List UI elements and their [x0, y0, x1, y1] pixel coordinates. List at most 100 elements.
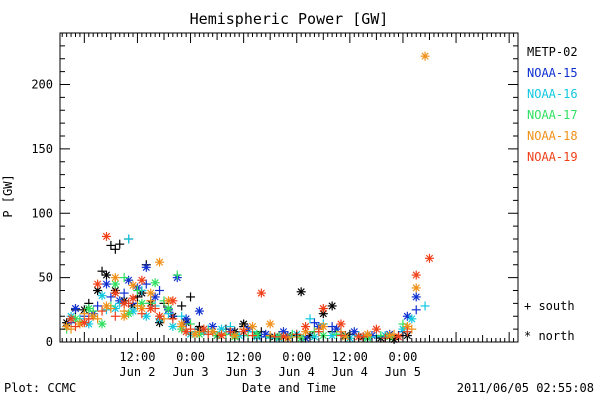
noaa-19-north-point: [199, 324, 209, 334]
x-tick-date-label: Jun 5: [385, 365, 421, 379]
noaa-19-north-point: [301, 322, 311, 332]
noaa-18-south-point: [79, 309, 89, 319]
noaa-15-north-point: [194, 306, 204, 316]
legend-item-noaa-18: NOAA-18: [527, 129, 578, 143]
noaa-19-north-point: [128, 293, 138, 303]
noaa-15-south-point: [309, 318, 319, 328]
noaa-17-south-point: [172, 270, 182, 280]
x-tick-time-label: 0:00: [282, 350, 311, 364]
chart-title: Hemispheric Power [GW]: [190, 10, 389, 28]
x-tick-time-label: 0:00: [176, 350, 205, 364]
legend-item-noaa-16: NOAA-16: [527, 87, 578, 101]
noaa-19-north-point: [137, 275, 147, 285]
noaa-18-north-point: [110, 273, 120, 283]
legend: METP-02 NOAA-15 NOAA-16 NOAA-17 NOAA-18 NOAA-…: [524, 45, 578, 343]
noaa-17-north-point: [97, 319, 107, 329]
noaa-19-north-point: [181, 327, 191, 337]
noaa-18-north-point: [101, 301, 111, 311]
noaa-18-north-point: [411, 283, 421, 293]
noaa-18-north-point: [62, 322, 72, 332]
legend-item-noaa-15: NOAA-15: [527, 66, 578, 80]
noaa-17-north-point: [84, 304, 94, 314]
noaa-19-north-point: [256, 288, 266, 298]
noaa-19-north-point: [278, 332, 288, 342]
noaa-19-south-point: [168, 314, 178, 324]
noaa-15-north-point: [141, 262, 151, 272]
timestamp: 2011/06/05 02:55:08: [457, 381, 594, 395]
noaa-19-north-point: [146, 304, 156, 314]
x-tick-time-label: 12:00: [119, 350, 155, 364]
noaa-19-north-point: [101, 231, 111, 241]
noaa-15-south-point: [93, 301, 103, 311]
noaa-18-south-point: [146, 296, 156, 306]
noaa-19-south-point: [110, 311, 120, 321]
noaa-19-north-point: [119, 298, 129, 308]
noaa-19-south-point: [84, 314, 94, 324]
legend-marker-plus: + south: [524, 299, 575, 313]
noaa-18-north-point: [318, 322, 328, 332]
noaa-18-north-point: [247, 322, 257, 332]
legend-item-metp-02: METP-02: [527, 45, 578, 59]
noaa-19-north-point: [411, 270, 421, 280]
metp-02-north-point: [101, 270, 111, 280]
metp-02-south-point: [97, 266, 107, 276]
metp-02-north-point: [327, 301, 337, 311]
noaa-15-south-point: [141, 279, 151, 289]
plot-area: [62, 51, 434, 344]
noaa-15-south-point: [411, 305, 421, 315]
x-tick-date-label: Jun 4: [279, 365, 315, 379]
noaa-15-south-point: [155, 286, 165, 295]
x-tick-date-label: Jun 3: [226, 365, 262, 379]
noaa-15-north-point: [101, 279, 111, 289]
noaa-19-south-point: [314, 327, 324, 337]
metp-02-south-point: [106, 240, 116, 250]
noaa-18-north-point: [265, 319, 275, 329]
noaa-19-south-point: [203, 329, 213, 339]
legend-marker-star: * north: [524, 329, 575, 343]
noaa-19-north-point: [155, 311, 165, 321]
y-tick-label: 0: [46, 335, 53, 349]
noaa-19-south-point: [137, 309, 147, 319]
noaa-19-south-point: [402, 327, 412, 337]
noaa-18-north-point: [137, 304, 147, 314]
x-tick-date-label: Jun 4: [332, 365, 368, 379]
x-axis-label: Date and Time: [242, 381, 336, 395]
noaa-18-north-point: [155, 257, 165, 267]
noaa-15-north-point: [349, 327, 359, 337]
noaa-18-north-point: [177, 319, 187, 329]
noaa-15-north-point: [70, 304, 80, 314]
x-tick-date-label: Jun 3: [172, 365, 208, 379]
metp-02-north-point: [318, 309, 328, 319]
noaa-19-north-point: [93, 279, 103, 289]
noaa-19-south-point: [225, 327, 235, 337]
noaa-17-north-point: [150, 278, 160, 288]
noaa-16-south-point: [305, 314, 315, 324]
noaa-17-south-point: [132, 286, 142, 295]
metp-02-north-point: [296, 287, 306, 297]
noaa-18-north-point: [301, 327, 311, 337]
noaa-17-north-point: [252, 329, 262, 339]
noaa-15-south-point: [106, 292, 116, 302]
legend-item-noaa-17: NOAA-17: [527, 108, 578, 122]
noaa-19-south-point: [70, 322, 80, 332]
noaa-18-north-point: [128, 280, 138, 290]
y-axis-label: P [GW]: [1, 174, 15, 217]
noaa-19-north-point: [66, 314, 76, 324]
noaa-19-south-point: [97, 306, 107, 316]
metp-02-south-point: [110, 244, 120, 254]
noaa-19-north-point: [79, 318, 89, 328]
noaa-19-north-point: [168, 296, 178, 306]
plot-source: Plot: CCMC: [4, 381, 76, 395]
noaa-15-north-point: [411, 292, 421, 302]
noaa-17-south-point: [119, 273, 129, 283]
noaa-18-north-point: [420, 51, 430, 61]
noaa-19-north-point: [318, 304, 328, 314]
y-tick-label: 200: [31, 78, 53, 92]
noaa-18-north-point: [146, 288, 156, 298]
noaa-18-north-point: [190, 329, 200, 339]
y-tick-label: 150: [31, 142, 53, 156]
metp-02-south-point: [115, 239, 125, 249]
noaa-16-north-point: [168, 322, 178, 332]
